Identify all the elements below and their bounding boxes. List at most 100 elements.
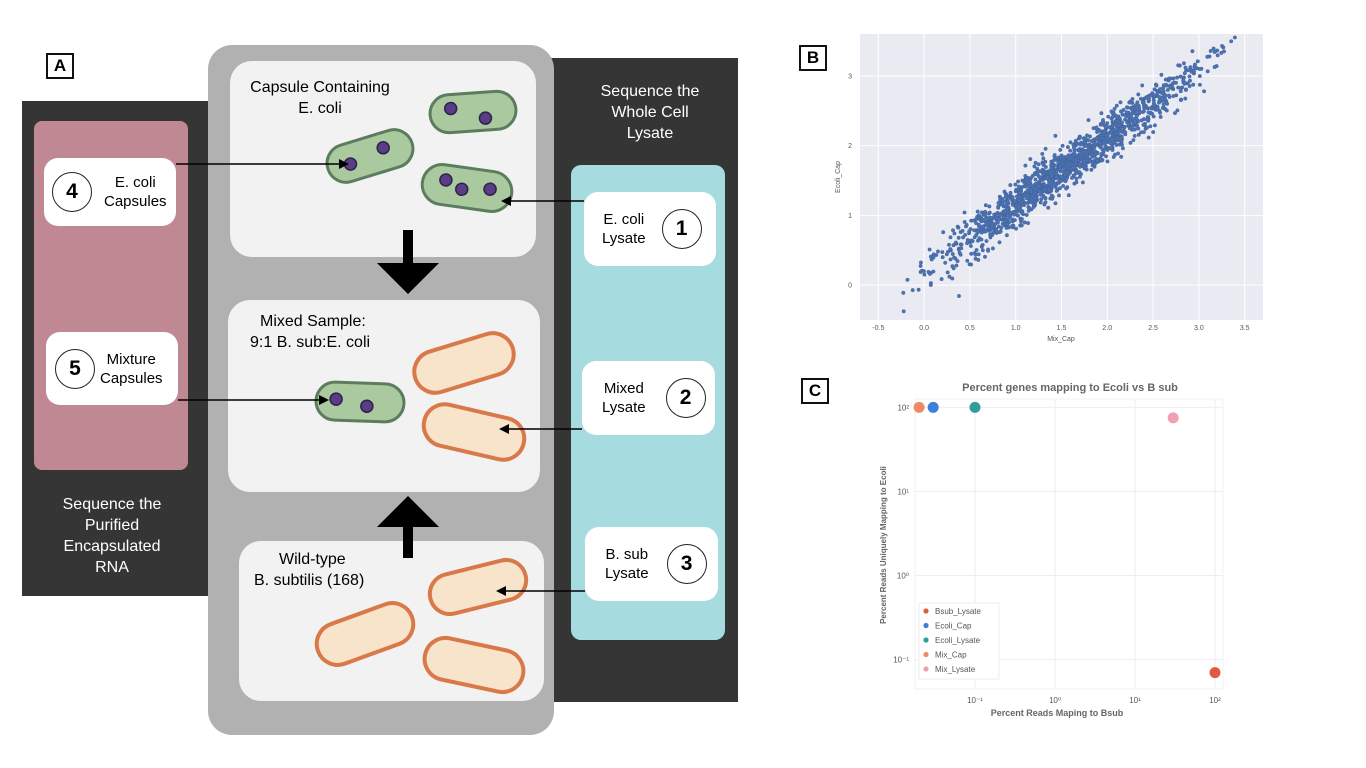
scatter-point	[1211, 46, 1216, 51]
scatter-point	[1063, 172, 1068, 177]
scatter-point	[1130, 97, 1135, 101]
scatter-point	[1025, 179, 1030, 184]
chart-title-c: Percent genes mapping to Ecoli vs B sub	[962, 382, 1178, 394]
scatter-point	[1068, 148, 1073, 153]
sample-box-4-ecoli-capsules: 4 E. coli Capsules	[44, 158, 176, 226]
scatter-point	[1013, 182, 1018, 187]
scatter-point	[1016, 179, 1021, 184]
scatter-point	[1109, 137, 1114, 141]
scatter-point	[988, 215, 993, 220]
up-arrow	[377, 496, 439, 558]
scatter-point	[1073, 161, 1078, 166]
scatter-point	[1125, 105, 1130, 110]
legend-marker	[923, 637, 929, 643]
down-arrow	[377, 230, 439, 294]
scatter-point	[990, 221, 995, 226]
scatter-point	[1130, 107, 1135, 111]
scatter-point	[1025, 188, 1030, 193]
scatter-point	[1141, 103, 1146, 108]
scatter-point	[1059, 156, 1063, 161]
scatter-point	[1125, 120, 1130, 125]
scatter-point	[999, 225, 1004, 230]
scatter-point	[1081, 158, 1086, 163]
scatter-point	[983, 212, 988, 217]
scatter-point	[1160, 105, 1165, 110]
scatter-point	[940, 255, 945, 260]
x-axis-label-c: Percent Reads Maping to Bsub	[991, 708, 1124, 718]
scatter-point	[1187, 84, 1192, 89]
scatter-point	[1062, 166, 1067, 171]
scatter-point	[951, 228, 955, 233]
sample-label-2: Mixed Lysate	[602, 380, 646, 416]
scatter-point	[1074, 171, 1078, 176]
scatter-point	[1157, 100, 1161, 105]
scatter-point	[1052, 154, 1057, 159]
scatter-point	[958, 252, 963, 257]
scatter-point	[1148, 124, 1153, 129]
x-tick-label: 1.5	[1057, 325, 1067, 332]
x-tick-label: 10²	[1209, 696, 1221, 705]
scatter-point	[1086, 138, 1091, 143]
scatter-point	[1004, 207, 1009, 212]
scatter-point	[1122, 124, 1127, 129]
data-point-bsub-lysate	[1209, 667, 1221, 679]
scatter-point	[953, 256, 958, 261]
scatter-point	[1081, 150, 1086, 154]
scatter-point	[1178, 89, 1183, 94]
scatter-point	[1197, 74, 1202, 79]
sample-box-2-mixed-lysate: Mixed Lysate 2	[582, 361, 715, 435]
scatter-point	[953, 240, 958, 245]
scatter-point	[1220, 44, 1225, 48]
scatter-point	[969, 262, 974, 267]
scatter-point	[1129, 100, 1134, 105]
scatter-point	[1019, 217, 1024, 222]
scatter-point	[1212, 65, 1217, 70]
scatter-point	[1002, 210, 1007, 214]
scatter-point	[1120, 142, 1124, 147]
panel-label-a: A	[46, 53, 74, 79]
scatter-point	[941, 230, 946, 235]
scatter-point	[1178, 74, 1183, 79]
scatter-point	[1152, 87, 1157, 92]
scatter-point	[1050, 194, 1055, 199]
scatter-point	[1158, 87, 1163, 92]
scatter-point	[948, 247, 953, 251]
legend-marker	[923, 651, 929, 658]
scatter-point	[1089, 167, 1094, 172]
scatter-point	[996, 204, 1001, 209]
scatter-point	[1023, 163, 1028, 168]
scatter-point	[1182, 71, 1187, 76]
scatter-point	[1041, 163, 1046, 168]
scatter-point	[1197, 82, 1202, 87]
y-tick-label: 10⁻¹	[893, 656, 909, 665]
scatter-point	[946, 249, 950, 254]
scatter-point	[1074, 176, 1079, 181]
legend-label: Mix_Lysate	[935, 665, 976, 674]
y-tick-label: 10⁰	[897, 572, 909, 581]
scatter-point	[1024, 184, 1029, 189]
x-tick-label: -0.5	[872, 325, 884, 332]
scatter-point	[1065, 145, 1070, 150]
scatter-point	[965, 241, 970, 246]
scatter-point	[1059, 174, 1064, 179]
scatter-point	[1162, 92, 1167, 97]
scatter-point	[1074, 180, 1079, 185]
scatter-point	[1046, 205, 1051, 210]
scatter-point	[1097, 128, 1102, 133]
scatter-point	[1124, 110, 1129, 115]
scatter-point	[1138, 110, 1142, 115]
scatter-point	[1032, 202, 1037, 207]
scatter-point	[969, 238, 974, 243]
scatter-point	[1070, 175, 1074, 180]
scatter-point	[1120, 112, 1125, 117]
scatter-point	[1219, 50, 1224, 55]
scatter-point	[1078, 164, 1082, 169]
scatter-point	[1035, 172, 1040, 177]
scatter-point	[1165, 87, 1170, 92]
scatter-point	[1069, 162, 1074, 167]
scatter-point	[972, 228, 977, 233]
scatter-point	[968, 244, 973, 248]
panel-label-b: B	[799, 45, 827, 71]
scatter-point	[931, 252, 936, 257]
scatter-point	[973, 256, 978, 261]
